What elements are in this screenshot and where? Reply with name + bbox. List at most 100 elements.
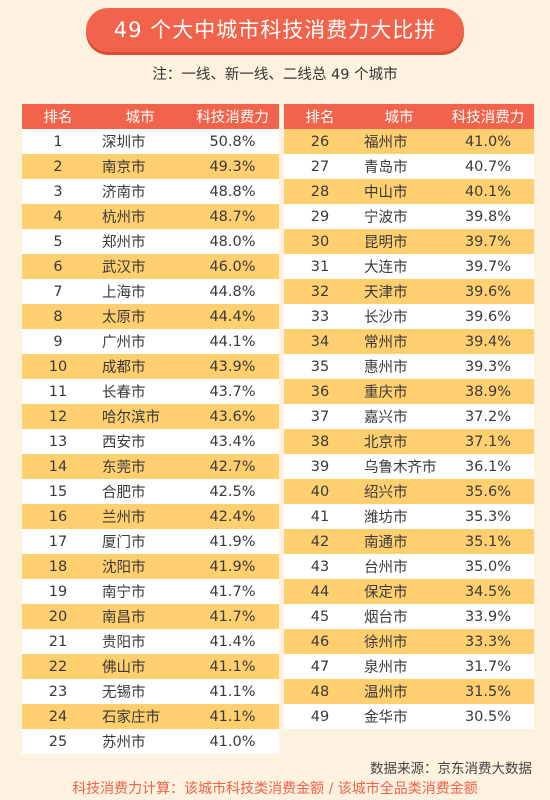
rank-cell: 23 [22,679,94,704]
table-row: 1 深圳市 50.8% [22,129,279,154]
city-cell: 南宁市 [94,579,186,604]
table-row: 46 徐州市 33.3% [284,629,534,654]
rank-cell: 26 [284,129,356,154]
rank-cell: 47 [284,654,356,679]
rank-cell: 37 [284,404,356,429]
city-cell: 无锡市 [94,679,186,704]
score-cell: 43.9% [186,354,279,379]
score-cell: 41.4% [186,629,279,654]
table-row: 48 温州市 31.5% [284,679,534,704]
table-row: 34 常州市 39.4% [284,329,534,354]
table-row: 45 烟台市 33.9% [284,604,534,629]
table-row: 8 太原市 44.4% [22,304,279,329]
page-title: 49 个大中城市科技消费力大比拼 [86,8,464,52]
city-cell: 杭州市 [94,204,186,229]
city-cell: 合肥市 [94,479,186,504]
table-row: 33 长沙市 39.6% [284,304,534,329]
table-row: 31 大连市 39.7% [284,254,534,279]
table-row: 47 泉州市 31.7% [284,654,534,679]
city-cell: 南通市 [356,529,442,554]
table-row: 23 无锡市 41.1% [22,679,279,704]
rank-cell: 11 [22,379,94,404]
rank-cell: 49 [284,704,356,729]
city-cell: 嘉兴市 [356,404,442,429]
rank-cell: 48 [284,679,356,704]
score-cell: 43.4% [186,429,279,454]
table-row: 7 上海市 44.8% [22,279,279,304]
score-cell: 41.9% [186,529,279,554]
header-city: 城市 [356,104,442,129]
rank-cell: 6 [22,254,94,279]
header-rank: 排名 [22,104,94,129]
city-cell: 乌鲁木齐市 [356,454,442,479]
rank-cell: 2 [22,154,94,179]
city-cell: 福州市 [356,129,442,154]
table-row: 44 保定市 34.5% [284,579,534,604]
rank-cell: 12 [22,404,94,429]
rank-cell: 10 [22,354,94,379]
table-row: 12 哈尔滨市 43.6% [22,404,279,429]
score-cell: 31.7% [442,654,534,679]
rank-cell: 31 [284,254,356,279]
score-cell: 30.5% [442,704,534,729]
rank-cell: 34 [284,329,356,354]
score-cell: 31.5% [442,679,534,704]
table-row: 21 贵阳市 41.4% [22,629,279,654]
score-cell: 33.3% [442,629,534,654]
rank-cell: 25 [22,729,94,754]
score-cell: 48.0% [186,229,279,254]
table-row: 20 南昌市 41.7% [22,604,279,629]
rank-cell: 41 [284,504,356,529]
table-row: 35 惠州市 39.3% [284,354,534,379]
city-cell: 贵阳市 [94,629,186,654]
score-cell: 49.3% [186,154,279,179]
score-cell: 34.5% [442,579,534,604]
score-cell: 43.7% [186,379,279,404]
table-row: 15 合肥市 42.5% [22,479,279,504]
score-cell: 44.8% [186,279,279,304]
ranking-table-left: 排名 城市 科技消费力 1 深圳市 50.8% 2 南京市 49.3% 3 济南市 48.8% 4… [22,104,279,754]
city-cell: 郑州市 [94,229,186,254]
city-cell: 厦门市 [94,529,186,554]
score-cell: 41.1% [186,704,279,729]
score-cell: 39.3% [442,354,534,379]
score-cell: 37.2% [442,404,534,429]
rank-cell: 42 [284,529,356,554]
rank-cell: 5 [22,229,94,254]
table-row: 5 郑州市 48.0% [22,229,279,254]
city-cell: 台州市 [356,554,442,579]
data-source: 数据来源：京东消费大数据 [370,761,532,777]
table-row: 30 昆明市 39.7% [284,229,534,254]
rank-cell: 33 [284,304,356,329]
rank-cell: 20 [22,604,94,629]
score-cell: 36.1% [442,454,534,479]
rank-cell: 7 [22,279,94,304]
table-row: 40 绍兴市 35.6% [284,479,534,504]
table-header-row: 排名 城市 科技消费力 [22,104,279,129]
table-row: 2 南京市 49.3% [22,154,279,179]
city-cell: 泉州市 [356,654,442,679]
rank-cell: 40 [284,479,356,504]
table-row: 4 杭州市 48.7% [22,204,279,229]
city-cell: 天津市 [356,279,442,304]
city-cell: 昆明市 [356,229,442,254]
city-cell: 太原市 [94,304,186,329]
rank-cell: 46 [284,629,356,654]
rank-cell: 21 [22,629,94,654]
city-cell: 东莞市 [94,454,186,479]
city-cell: 南昌市 [94,604,186,629]
rank-cell: 16 [22,504,94,529]
rank-cell: 1 [22,129,94,154]
rank-cell: 8 [22,304,94,329]
subtitle-note: 注：一线、新一线、二线总 49 个城市 [152,67,398,83]
table-header-row: 排名 城市 科技消费力 [284,104,534,129]
table-row: 41 潍坊市 35.3% [284,504,534,529]
city-cell: 烟台市 [356,604,442,629]
rank-cell: 36 [284,379,356,404]
score-cell: 40.1% [442,179,534,204]
score-cell: 42.5% [186,479,279,504]
city-cell: 中山市 [356,179,442,204]
city-cell: 苏州市 [94,729,186,754]
rank-cell: 39 [284,454,356,479]
score-cell: 39.6% [442,279,534,304]
